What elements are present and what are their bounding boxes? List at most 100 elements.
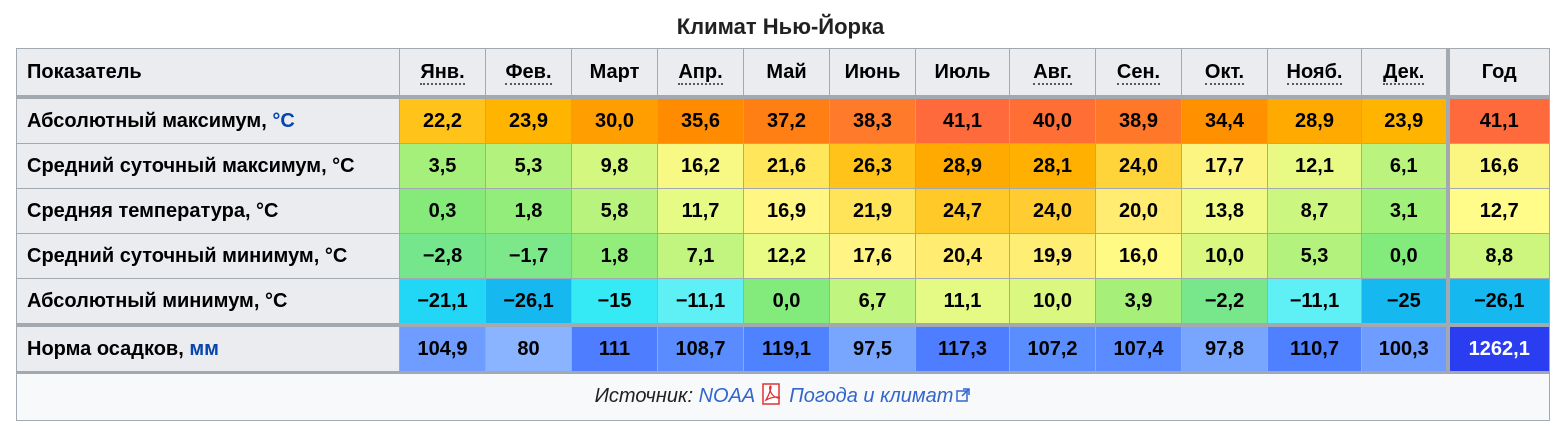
external-link-icon — [955, 386, 971, 409]
value-cell: 107,2 — [1009, 323, 1096, 374]
unit-link[interactable]: мм — [189, 337, 219, 360]
header-month: Дек. — [1361, 48, 1448, 99]
source-cell: Источник: NOAA Погода и климат — [16, 372, 1550, 421]
value-cell: 3,5 — [399, 143, 486, 189]
value-cell: −15 — [571, 278, 658, 326]
value-cell: 104,9 — [399, 323, 486, 374]
value-cell: 22,2 — [399, 96, 486, 144]
row-label-text: Абсолютный минимум, °C — [27, 289, 288, 312]
value-cell: 28,9 — [1267, 96, 1362, 144]
value-cell: 97,8 — [1181, 323, 1268, 374]
value-cell: 19,9 — [1009, 233, 1096, 279]
header-month: Июль — [915, 48, 1010, 99]
source-link-noaa[interactable]: NOAA — [698, 385, 756, 407]
value-cell: 24,0 — [1095, 143, 1182, 189]
month-label[interactable]: Авг. — [1033, 60, 1072, 85]
value-cell: 24,7 — [915, 188, 1010, 234]
value-cell: −11,1 — [657, 278, 744, 326]
value-cell: 21,9 — [829, 188, 916, 234]
row-label: Средний суточный минимум, °C — [16, 233, 400, 279]
month-label: Март — [589, 60, 640, 83]
value-cell: 23,9 — [485, 96, 572, 144]
row-label-text: Средний суточный максимум, °C — [27, 154, 355, 177]
table-row: Средний суточный максимум, °C 3,5 5,3 9,8 16… — [16, 143, 1550, 189]
value-cell: 1,8 — [571, 233, 658, 279]
month-label: Июнь — [844, 60, 901, 83]
value-cell: 30,0 — [571, 96, 658, 144]
header-month: Май — [743, 48, 830, 99]
value-cell: 17,6 — [829, 233, 916, 279]
value-cell: 40,0 — [1009, 96, 1096, 144]
value-cell: −21,1 — [399, 278, 486, 326]
year-cell: 16,6 — [1445, 143, 1550, 189]
value-cell: 23,9 — [1361, 96, 1448, 144]
value-cell: 119,1 — [743, 323, 830, 374]
source-prefix: Источник: — [594, 385, 699, 407]
month-label[interactable]: Фев. — [505, 60, 552, 85]
value-cell: 97,5 — [829, 323, 916, 374]
row-label-text: Средний суточный минимум, °C — [27, 244, 348, 267]
table-caption: Климат Нью-Йорка — [676, 14, 885, 39]
value-cell: 28,1 — [1009, 143, 1096, 189]
month-label[interactable]: Нояб. — [1286, 60, 1343, 85]
header-year: Год — [1445, 48, 1550, 99]
value-cell: 0,0 — [743, 278, 830, 326]
value-cell: 20,4 — [915, 233, 1010, 279]
value-cell: 3,9 — [1095, 278, 1182, 326]
header-first: Показатель — [16, 48, 400, 99]
value-cell: 11,7 — [657, 188, 744, 234]
value-cell: 38,3 — [829, 96, 916, 144]
header-month: Март — [571, 48, 658, 99]
month-label: Июль — [934, 60, 991, 83]
value-cell: −2,8 — [399, 233, 486, 279]
header-month: Янв. — [399, 48, 486, 99]
row-label: Средняя температура, °C — [16, 188, 400, 234]
year-cell: 12,7 — [1445, 188, 1550, 234]
value-cell: 117,3 — [915, 323, 1010, 374]
year-cell: 1262,1 — [1445, 323, 1550, 374]
header-month: Сен. — [1095, 48, 1182, 99]
value-cell: 5,3 — [1267, 233, 1362, 279]
row-label: Абсолютный максимум, °C — [16, 96, 400, 144]
value-cell: 16,9 — [743, 188, 830, 234]
unit-link[interactable]: °C — [272, 109, 295, 132]
value-cell: −1,7 — [485, 233, 572, 279]
row-label-text: Средняя температура, °C — [27, 199, 279, 222]
value-cell: 1,8 — [485, 188, 572, 234]
value-cell: 107,4 — [1095, 323, 1182, 374]
table-row: Норма осадков, мм 104,9 80 111 108,7 119,1 97,… — [16, 323, 1550, 374]
table-row: Средний суточный минимум, °C −2,8 −1,7 1,8 7… — [16, 233, 1550, 279]
header-month: Авг. — [1009, 48, 1096, 99]
source-link-weather[interactable]: Погода и климат — [789, 385, 954, 407]
value-cell: −26,1 — [485, 278, 572, 326]
month-label[interactable]: Апр. — [678, 60, 723, 85]
header-month: Окт. — [1181, 48, 1268, 99]
value-cell: 6,7 — [829, 278, 916, 326]
month-label[interactable]: Окт. — [1204, 60, 1245, 85]
value-cell: 20,0 — [1095, 188, 1182, 234]
row-label-text: Норма осадков, — [27, 337, 190, 360]
value-cell: 110,7 — [1267, 323, 1362, 374]
row-label-text: Абсолютный максимум, — [27, 109, 273, 132]
value-cell: 8,7 — [1267, 188, 1362, 234]
value-cell: 108,7 — [657, 323, 744, 374]
value-cell: 7,1 — [657, 233, 744, 279]
value-cell: 0,0 — [1361, 233, 1448, 279]
value-cell: −25 — [1361, 278, 1448, 326]
month-label[interactable]: Янв. — [420, 60, 465, 85]
header-month: Июнь — [829, 48, 916, 99]
header-month: Фев. — [485, 48, 572, 99]
value-cell: 111 — [571, 323, 658, 374]
table-row: Абсолютный максимум, °C 22,2 23,9 30,0 35,6 3… — [16, 96, 1550, 144]
month-label[interactable]: Сен. — [1116, 60, 1161, 85]
value-cell: 21,6 — [743, 143, 830, 189]
value-cell: −2,2 — [1181, 278, 1268, 326]
value-cell: 38,9 — [1095, 96, 1182, 144]
header-month: Нояб. — [1267, 48, 1362, 99]
source-row: Источник: NOAA Погода и климат — [16, 372, 1550, 421]
value-cell: 41,1 — [915, 96, 1010, 144]
month-label[interactable]: Дек. — [1383, 60, 1425, 85]
value-cell: 11,1 — [915, 278, 1010, 326]
value-cell: 17,7 — [1181, 143, 1268, 189]
value-cell: 13,8 — [1181, 188, 1268, 234]
